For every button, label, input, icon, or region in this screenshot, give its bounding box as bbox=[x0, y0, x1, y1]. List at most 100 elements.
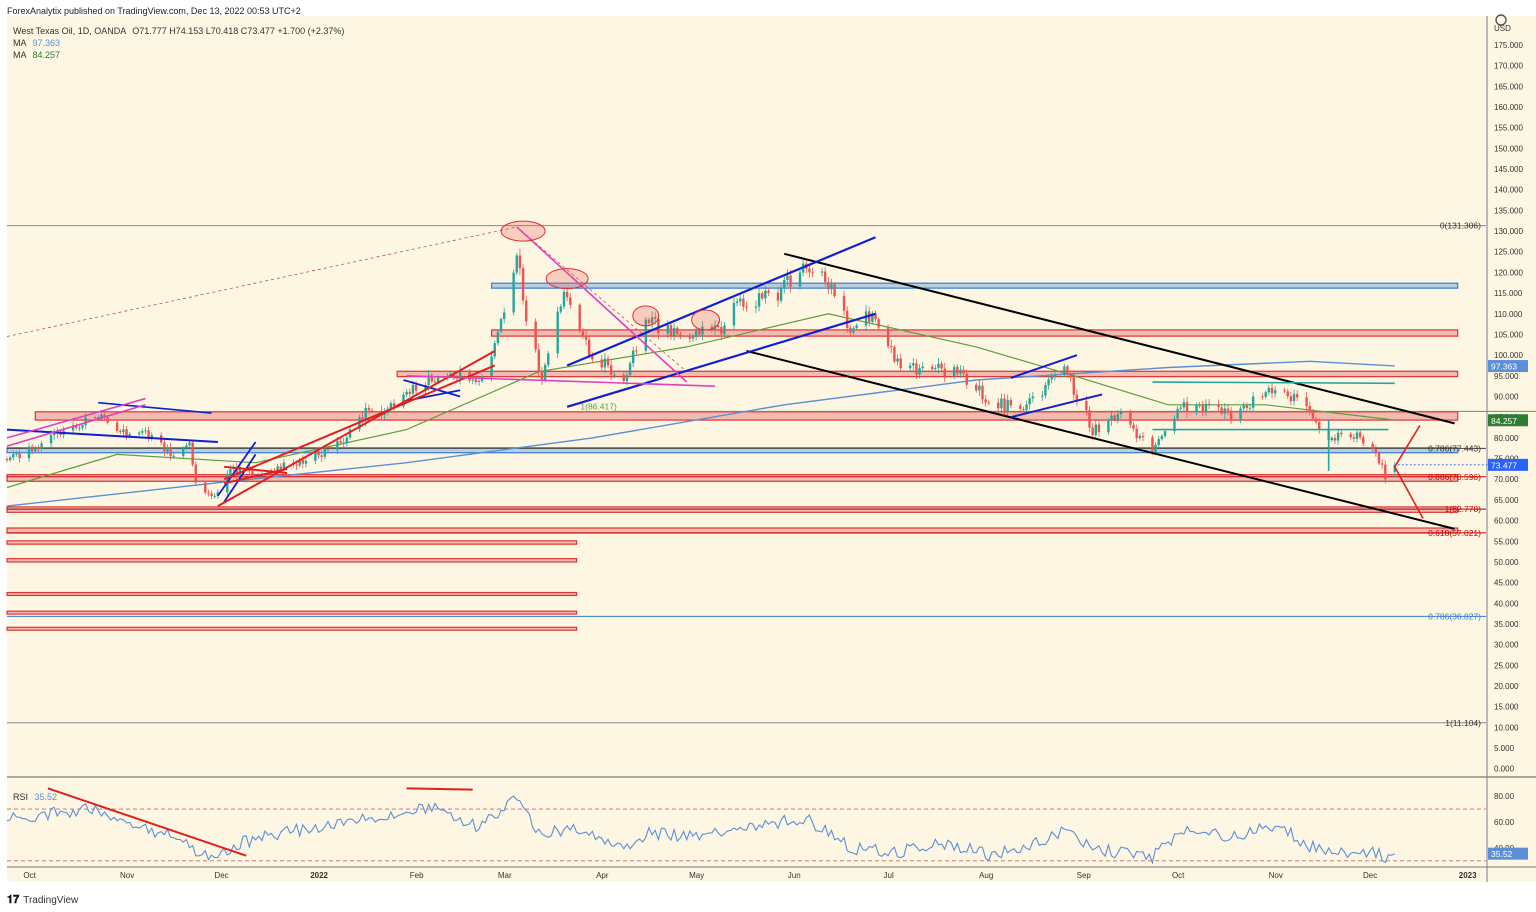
time-axis-tick: May bbox=[689, 871, 704, 880]
candle-body bbox=[565, 291, 569, 298]
candle-body bbox=[204, 482, 207, 493]
candle-body bbox=[940, 363, 943, 369]
candle-body bbox=[1182, 402, 1186, 408]
candle-body bbox=[515, 255, 518, 273]
time-axis-tick: Apr bbox=[596, 871, 609, 880]
price-axis-tick: 115.000 bbox=[1494, 289, 1523, 298]
candle-body bbox=[978, 385, 981, 391]
candle-body bbox=[691, 336, 695, 339]
candle-body bbox=[845, 310, 849, 328]
candle-body bbox=[1179, 407, 1182, 409]
candle-body bbox=[1289, 396, 1293, 402]
candle-body bbox=[188, 442, 191, 446]
candle-body bbox=[918, 368, 921, 375]
candle-body bbox=[1176, 408, 1179, 419]
footer[interactable]: 𝟏𝟕 TradingView bbox=[7, 894, 78, 907]
candle-body bbox=[15, 453, 18, 455]
price-axis-tick: 35.000 bbox=[1494, 620, 1519, 629]
time-axis-tick: Nov bbox=[120, 871, 134, 880]
candle-body bbox=[191, 442, 194, 465]
ma2-label: MA bbox=[13, 50, 27, 60]
candle-body bbox=[732, 303, 736, 326]
candle-body bbox=[890, 346, 893, 348]
candle-body bbox=[84, 417, 87, 426]
candle-body bbox=[578, 304, 581, 332]
candle-body bbox=[78, 427, 81, 429]
candle-body bbox=[1085, 401, 1088, 411]
trendline-blue bbox=[1010, 354, 1078, 379]
price-axis-tick: 110.000 bbox=[1494, 310, 1523, 319]
trendline-black bbox=[746, 350, 1455, 530]
price-axis-tick: 45.000 bbox=[1494, 579, 1519, 588]
candle-body bbox=[1267, 387, 1271, 393]
candle-body bbox=[852, 328, 855, 333]
candle-body bbox=[1132, 424, 1135, 429]
candle-body bbox=[908, 365, 912, 369]
candle-body bbox=[1223, 408, 1227, 414]
candle-body bbox=[672, 327, 676, 336]
candle-body bbox=[1009, 399, 1013, 406]
horizontal-zone bbox=[491, 282, 1459, 289]
candle-body bbox=[786, 275, 789, 281]
candle-body bbox=[1270, 387, 1274, 394]
candle-body bbox=[975, 384, 978, 391]
candle-body bbox=[367, 407, 371, 411]
candle-body bbox=[1220, 407, 1223, 414]
candle-body bbox=[115, 422, 119, 431]
price-axis-tick: 130.000 bbox=[1494, 227, 1523, 236]
candle-body bbox=[518, 255, 522, 269]
candle-body bbox=[962, 369, 965, 374]
ma1-legend[interactable]: MA 97.363 bbox=[13, 38, 60, 48]
horizontal-zone bbox=[491, 329, 1459, 337]
candle-body bbox=[1113, 415, 1116, 420]
candle-body bbox=[301, 459, 304, 464]
horizontal-zone bbox=[6, 591, 578, 597]
candle-body bbox=[1380, 463, 1384, 465]
candle-body bbox=[1019, 405, 1022, 410]
price-axis-tick: 150.000 bbox=[1494, 144, 1523, 153]
ma1-label: MA bbox=[13, 38, 27, 48]
horizontal-zone bbox=[396, 370, 1459, 378]
candle-body bbox=[30, 446, 34, 452]
candle-body bbox=[764, 290, 767, 299]
candle-body bbox=[1204, 403, 1208, 412]
rsi-legend[interactable]: RSI 35.52 bbox=[13, 792, 57, 802]
candle-body bbox=[613, 374, 616, 376]
candle-body bbox=[647, 319, 651, 324]
candle-body bbox=[1028, 398, 1031, 405]
candle-body bbox=[1094, 424, 1097, 436]
trendline-red bbox=[1394, 425, 1421, 468]
candle-body bbox=[1022, 409, 1025, 411]
price-axis-tick: 65.000 bbox=[1494, 496, 1519, 505]
candle-body bbox=[581, 331, 585, 336]
candle-body bbox=[855, 325, 858, 329]
ohlc-values: O71.777 H74.153 L70.418 C73.477 +1.700 (… bbox=[132, 26, 345, 36]
time-axis-tick: 2023 bbox=[1459, 871, 1477, 880]
price-pane-background bbox=[7, 16, 1486, 777]
horizontal-zone bbox=[6, 558, 578, 563]
candle-body bbox=[370, 410, 374, 412]
rsi-pane-background bbox=[7, 778, 1486, 866]
candle-body bbox=[811, 272, 814, 274]
ma1-price-label-bg bbox=[1488, 360, 1528, 373]
candle-body bbox=[414, 384, 418, 391]
candle-body bbox=[849, 327, 852, 333]
candle-body bbox=[562, 291, 566, 307]
candle-body bbox=[745, 306, 748, 308]
candle-body bbox=[997, 402, 1000, 409]
trendline-red bbox=[1394, 466, 1424, 519]
ma2-legend[interactable]: MA 84.257 bbox=[13, 50, 60, 60]
candle-body bbox=[100, 414, 103, 418]
candle-body bbox=[877, 319, 880, 328]
rsi-axis-tick: 80.00 bbox=[1494, 792, 1515, 801]
candle-body bbox=[823, 271, 827, 283]
candle-body bbox=[336, 441, 339, 450]
trendline-black bbox=[784, 252, 1455, 425]
trendline-red bbox=[223, 364, 496, 481]
candle-body bbox=[864, 311, 868, 326]
time-axis-tick: Dec bbox=[1363, 871, 1377, 880]
horizontal-zone bbox=[6, 474, 1459, 482]
publish-info: ForexAnalytix published on TradingView.c… bbox=[7, 6, 301, 16]
